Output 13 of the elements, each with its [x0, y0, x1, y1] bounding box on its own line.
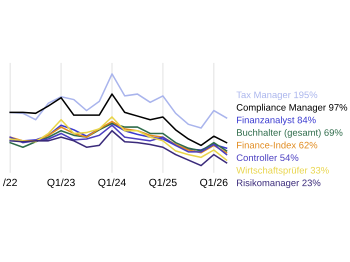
x-tick-label: /22	[2, 178, 17, 186]
text: Tax Manager 195%	[236, 91, 318, 100]
x-tick-label: Q1/26	[200, 178, 228, 188]
series-label: Buchhalter (gesamt) 69%	[237, 128, 342, 138]
x-tick-label: Q1/24	[98, 178, 126, 188]
series-label: Controller 54%	[236, 154, 298, 162]
series-label: Wirtschaftsprüfer 33%	[236, 166, 329, 176]
series-label: Finance-Index 62%	[237, 142, 318, 148]
text: Finanzanalyst 84%	[237, 116, 316, 126]
x-tick-label: Q1/25	[149, 178, 177, 188]
text: Compliance Manager 97%	[236, 104, 348, 113]
x-tick-label: Q1/23	[47, 178, 75, 188]
text: Risikomanager 23%	[237, 179, 320, 188]
